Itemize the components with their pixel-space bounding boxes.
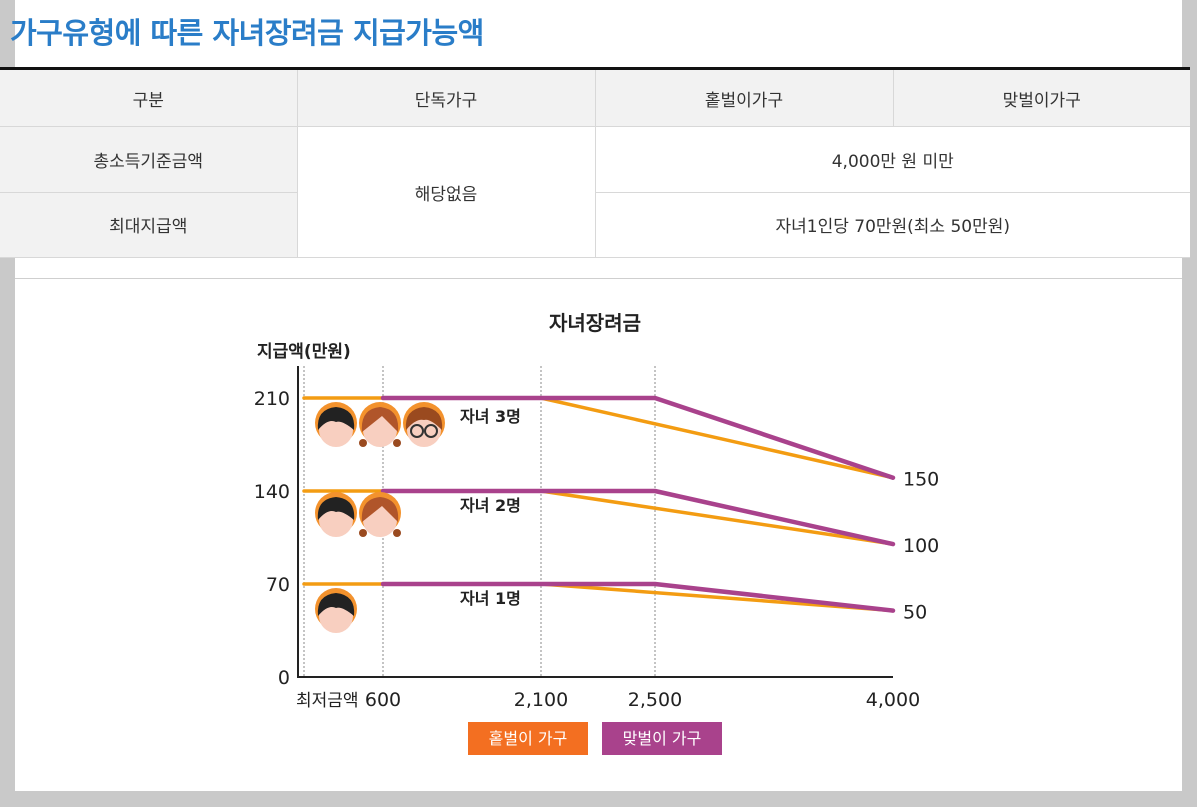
legend-single-earner: 홑벌이 가구 (468, 722, 588, 755)
series-line-dual-earner (380, 395, 896, 480)
x-tick-label: 4,000 (866, 689, 920, 711)
y-tick-label: 210 (254, 388, 290, 410)
table-header: 홑벌이가구 (594, 70, 893, 128)
kids-layer (315, 402, 445, 633)
series-line-dual-earner (380, 488, 896, 547)
series-line-single-earner (302, 582, 895, 613)
legend-dual-earner: 맞벌이 가구 (602, 722, 722, 755)
table-header: 맞벌이가구 (892, 70, 1190, 128)
boy-child-icon (315, 588, 357, 633)
page-title: 가구유형에 따른 자녀장려금 지급가능액 (10, 16, 484, 50)
boy-child-icon (315, 492, 357, 537)
series-layer (302, 395, 896, 613)
girl-child-icon (359, 492, 401, 537)
child-count-label: 자녀 3명 (460, 407, 521, 426)
axes-layer (297, 366, 893, 678)
boy-child-icon (315, 402, 357, 447)
series-line-dual-earner (380, 581, 896, 613)
glasses-child-icon (403, 402, 445, 447)
y-tick-label: 0 (278, 667, 290, 689)
end-value-label: 50 (903, 602, 927, 624)
table-header: 단독가구 (296, 70, 595, 128)
x-tick-label: 2,100 (514, 689, 568, 711)
x-tick-label: 2,500 (628, 689, 682, 711)
y-tick-label: 70 (266, 574, 290, 596)
table-header: 구분 (0, 70, 297, 128)
child-count-label: 자녀 1명 (460, 589, 521, 608)
labels-layer: 0 70 140 210 최저금액 600 2,100 2,500 4,000 150 100 50 자… (254, 388, 940, 711)
x-tick-label: 최저금액 (296, 691, 359, 711)
single-household-cell: 해당없음 (296, 126, 595, 258)
title-divider (0, 67, 1190, 70)
end-value-label: 150 (903, 469, 939, 491)
girl-child-icon (359, 402, 401, 447)
end-value-label: 100 (903, 535, 939, 557)
child-count-label: 자녀 2명 (460, 496, 521, 515)
chart-panel (15, 278, 1182, 791)
income-threshold-cell: 4,000만 원 미만 (594, 126, 1190, 193)
table-row: 최대지급액 자녀1인당 70만원(최소 50만원) (0, 192, 1190, 259)
info-table: 구분 단독가구 홑벌이가구 맞벌이가구 총소득기준금액 해당없음 4,000만 … (0, 70, 1190, 259)
table-row: 총소득기준금액 해당없음 4,000만 원 미만 (0, 126, 1190, 258)
chart-title: 자녀장려금 (549, 311, 641, 335)
y-tick-label: 140 (254, 481, 290, 503)
table-header-row: 구분 단독가구 홑벌이가구 맞벌이가구 (0, 70, 1190, 128)
y-axis-label: 지급액(만원) (257, 342, 351, 362)
max-payment-cell: 자녀1인당 70만원(최소 50만원) (594, 192, 1190, 259)
row-label: 총소득기준금액 (0, 126, 297, 193)
x-tick-label: 600 (365, 689, 401, 711)
row-label: 최대지급액 (0, 192, 297, 259)
